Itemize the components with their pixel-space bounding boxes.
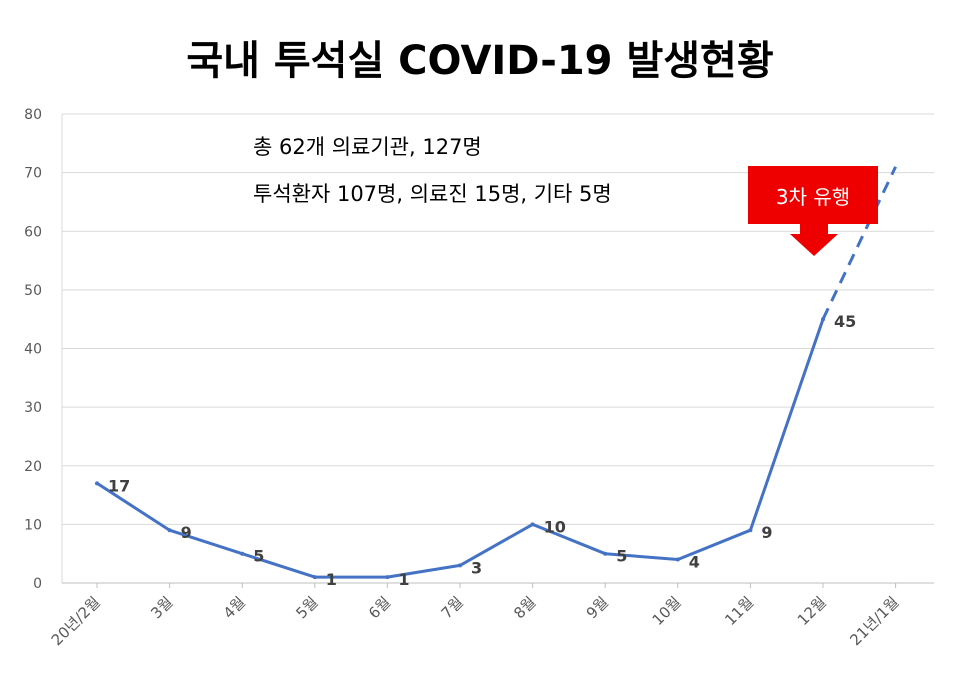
data-label-5: 3 [471, 558, 482, 577]
x-tick-label-10: 12월 [794, 593, 830, 629]
x-tick-label-11: 21년/1월 [846, 593, 902, 649]
y-tick-label-60: 60 [24, 224, 42, 240]
x-tick-label-0: 20년/2월 [48, 593, 104, 649]
x-tick-label-6: 8월 [510, 593, 539, 622]
series-layer [95, 166, 897, 580]
data-label-9: 9 [761, 523, 772, 542]
data-point-2 [240, 551, 245, 556]
projection-dashed-line [821, 166, 897, 320]
note-breakdown: 투석환자 107명, 의료진 15명, 기타 5명 [253, 182, 612, 206]
data-label-1: 9 [181, 523, 192, 542]
series-line-0 [95, 317, 825, 579]
data-point-7 [603, 551, 608, 556]
y-tick-label-30: 30 [24, 400, 42, 416]
x-tick-label-8: 10월 [649, 593, 685, 629]
data-point-6 [530, 522, 535, 527]
y-axis: 0 10 20 30 40 50 60 70 80 [24, 107, 63, 592]
x-tick-label-7: 9월 [583, 593, 612, 622]
data-label-0: 17 [108, 476, 130, 495]
data-label-8: 4 [689, 553, 700, 572]
x-axis: 20년/2월 3월 4월 5월 6월 7월 8월 9월 10월 11월 12월 21년/1월 [48, 582, 934, 649]
data-label-4: 1 [398, 570, 409, 589]
data-label-3: 1 [326, 570, 337, 589]
data-point-3 [312, 575, 317, 580]
y-tick-label-0: 0 [33, 576, 42, 592]
data-label-7: 5 [616, 547, 627, 566]
data-label-2: 5 [253, 547, 264, 566]
x-tick-label-1: 3월 [147, 593, 176, 622]
x-tick-label-5: 7월 [438, 593, 467, 622]
data-label-6: 10 [544, 517, 566, 536]
data-point-9 [748, 528, 753, 533]
y-tick-label-50: 50 [24, 283, 42, 299]
y-tick-label-10: 10 [24, 517, 42, 533]
data-point-0 [95, 481, 99, 486]
y-tick-label-20: 20 [24, 459, 42, 475]
data-point-1 [167, 528, 172, 533]
third-wave-callout: 3차 유행 [748, 166, 878, 224]
chart-title: 국내 투석실 COVID-19 발생현황 [186, 38, 774, 84]
data-point-5 [458, 563, 462, 568]
y-tick-label-40: 40 [24, 342, 42, 358]
data-point-8 [675, 557, 680, 562]
data-labels: 17 9 5 1 1 3 10 5 4 9 45 [108, 312, 856, 589]
data-point-4 [385, 575, 390, 580]
x-tick-label-9: 11월 [721, 593, 757, 629]
x-tick-label-3: 5월 [292, 593, 321, 622]
note-total: 총 62개 의료기관, 127명 [253, 135, 482, 159]
y-tick-label-80: 80 [24, 107, 42, 123]
data-label-10: 45 [834, 312, 856, 331]
callout-arrow-icon [790, 224, 838, 256]
x-tick-label-2: 4월 [220, 593, 249, 622]
y-tick-label-70: 70 [24, 166, 42, 182]
x-tick-label-4: 6월 [365, 593, 394, 622]
